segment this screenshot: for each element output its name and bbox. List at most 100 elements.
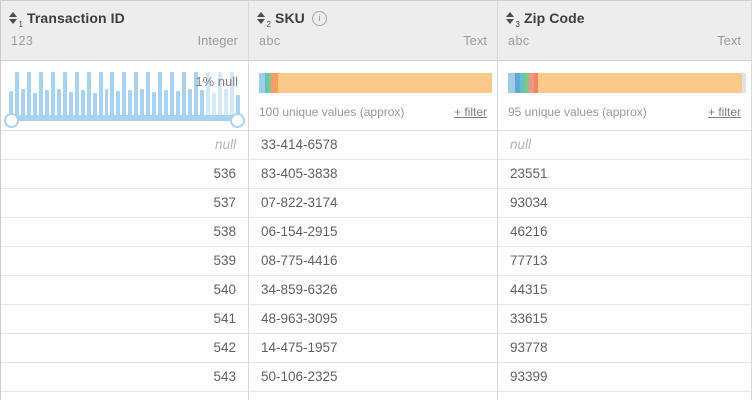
category-bar-segment[interactable] xyxy=(508,73,515,93)
category-bar-segment[interactable] xyxy=(515,73,520,93)
text-type-icon[interactable]: abc xyxy=(259,34,281,48)
column-type-row: 123 Integer xyxy=(1,26,248,48)
histogram-bar[interactable] xyxy=(229,72,234,118)
histogram-bar[interactable] xyxy=(38,72,43,118)
histogram-bar[interactable] xyxy=(9,91,13,118)
text-type-icon[interactable]: abc xyxy=(508,34,530,48)
histogram-bar[interactable] xyxy=(62,72,67,118)
category-bar-segment[interactable] xyxy=(529,73,534,93)
sort-rank-badge: 1 xyxy=(18,20,23,29)
table-cell: 538 xyxy=(1,218,248,247)
histogram-bar[interactable] xyxy=(104,89,109,118)
histogram-bar[interactable] xyxy=(86,72,91,118)
sort-rank-badge: 3 xyxy=(515,20,520,29)
type-label: Integer xyxy=(197,33,238,48)
null-percentage-label: 1% null xyxy=(195,74,238,89)
table-cell: 23551 xyxy=(498,160,751,189)
category-bar-segment[interactable] xyxy=(538,73,742,93)
histogram-bar[interactable] xyxy=(50,72,55,118)
unique-values-label: 100 unique values (approx) xyxy=(259,105,405,119)
category-bar-segment[interactable] xyxy=(259,73,265,93)
histogram-bar[interactable] xyxy=(122,72,127,118)
histogram-bar[interactable] xyxy=(235,95,240,118)
category-bar-segment[interactable] xyxy=(268,73,271,93)
column-rows: null 23551 93034 46216 77713 44315 33615… xyxy=(498,131,751,392)
category-bar-segment[interactable] xyxy=(525,73,529,93)
histogram-bar[interactable] xyxy=(188,89,193,118)
histogram-bar[interactable] xyxy=(176,91,181,118)
histogram-bar[interactable] xyxy=(205,72,210,118)
table-cell: 540 xyxy=(1,276,248,305)
table-cell: 34-859-6326 xyxy=(249,276,497,305)
unique-values-row: 100 unique values (approx) + filter xyxy=(259,105,487,119)
histogram-bar[interactable] xyxy=(140,89,145,118)
histogram-bar[interactable] xyxy=(128,90,133,118)
histogram-bar[interactable] xyxy=(110,72,115,118)
histogram-bar[interactable] xyxy=(92,92,97,118)
category-bar xyxy=(508,73,746,93)
category-bar-segment[interactable] xyxy=(271,73,274,93)
integer-type-icon[interactable]: 123 xyxy=(11,34,34,48)
histogram-bar[interactable] xyxy=(223,89,228,118)
range-slider-handle-right[interactable] xyxy=(230,112,245,128)
histogram-bar[interactable] xyxy=(14,72,19,118)
column-title-row[interactable]: 3 Zip Code xyxy=(498,1,751,29)
histogram-bar[interactable] xyxy=(44,90,49,118)
histogram-bar[interactable] xyxy=(32,92,37,118)
histogram-bar[interactable] xyxy=(152,92,157,118)
category-bar-segment[interactable] xyxy=(265,73,268,93)
category-bar-segment[interactable] xyxy=(520,73,525,93)
type-label: Text xyxy=(463,33,487,48)
info-icon[interactable]: i xyxy=(311,10,327,26)
histogram-bar[interactable] xyxy=(211,92,216,118)
histogram-bar[interactable] xyxy=(164,89,169,118)
table-cell: 14-475-1957 xyxy=(249,334,497,363)
histogram-bar[interactable] xyxy=(200,90,204,118)
histogram-bar[interactable] xyxy=(182,72,187,118)
histogram-bar[interactable] xyxy=(146,72,151,118)
histogram-bar[interactable] xyxy=(68,91,73,118)
table-cell: 44315 xyxy=(498,276,751,305)
sort-icon[interactable]: 1 xyxy=(9,12,23,29)
range-slider-handle-left[interactable] xyxy=(4,112,19,128)
category-bar-segment[interactable] xyxy=(534,73,538,93)
histogram-bar[interactable] xyxy=(56,89,61,118)
histogram-bar[interactable] xyxy=(158,72,163,118)
range-slider-track[interactable] xyxy=(9,115,240,121)
histogram-bar[interactable] xyxy=(80,89,85,118)
table-cell: null xyxy=(1,131,248,160)
filter-link[interactable]: + filter xyxy=(453,105,487,119)
sort-icon[interactable]: 2 xyxy=(257,12,271,29)
category-bar-segment[interactable] xyxy=(274,73,278,93)
sort-icon[interactable]: 3 xyxy=(506,12,520,29)
column-title-row[interactable]: 1 Transaction ID xyxy=(1,1,248,29)
histogram-bar[interactable] xyxy=(26,72,31,118)
category-bar-panel: 100 unique values (approx) + filter xyxy=(249,61,497,131)
histogram-bar[interactable] xyxy=(74,72,79,118)
column-type-row: abc Text xyxy=(249,26,497,48)
category-bar-panel: 95 unique values (approx) + filter xyxy=(498,61,751,131)
filter-link[interactable]: + filter xyxy=(707,105,741,119)
column-header-zip-code[interactable]: 3 Zip Code abc Text xyxy=(498,1,751,61)
category-bar xyxy=(259,73,492,93)
column-header-transaction-id[interactable]: 1 Transaction ID 123 Integer xyxy=(1,1,248,61)
histogram-bar[interactable] xyxy=(134,72,139,118)
column-title-row[interactable]: 2 SKU i xyxy=(249,1,497,29)
table-cell: 93399 xyxy=(498,363,751,392)
table-cell: 536 xyxy=(1,160,248,189)
table-cell: 539 xyxy=(1,247,248,276)
category-bar-segment[interactable] xyxy=(742,73,746,93)
table-cell: 46216 xyxy=(498,218,751,247)
table-cell: 08-775-4416 xyxy=(249,247,497,276)
table-cell: 48-963-3095 xyxy=(249,305,497,334)
table-cell: 542 xyxy=(1,334,248,363)
histogram-bar[interactable] xyxy=(116,91,121,118)
category-bar-segment[interactable] xyxy=(278,73,492,93)
histogram-bar[interactable] xyxy=(217,72,222,118)
histogram-bar[interactable] xyxy=(170,72,175,118)
column-header-sku[interactable]: 2 SKU i abc Text xyxy=(249,1,497,61)
histogram-bar[interactable] xyxy=(98,72,103,118)
histogram-bar[interactable] xyxy=(194,72,198,118)
sort-asc-arrow-icon xyxy=(506,12,514,17)
histogram-bar[interactable] xyxy=(20,89,25,118)
